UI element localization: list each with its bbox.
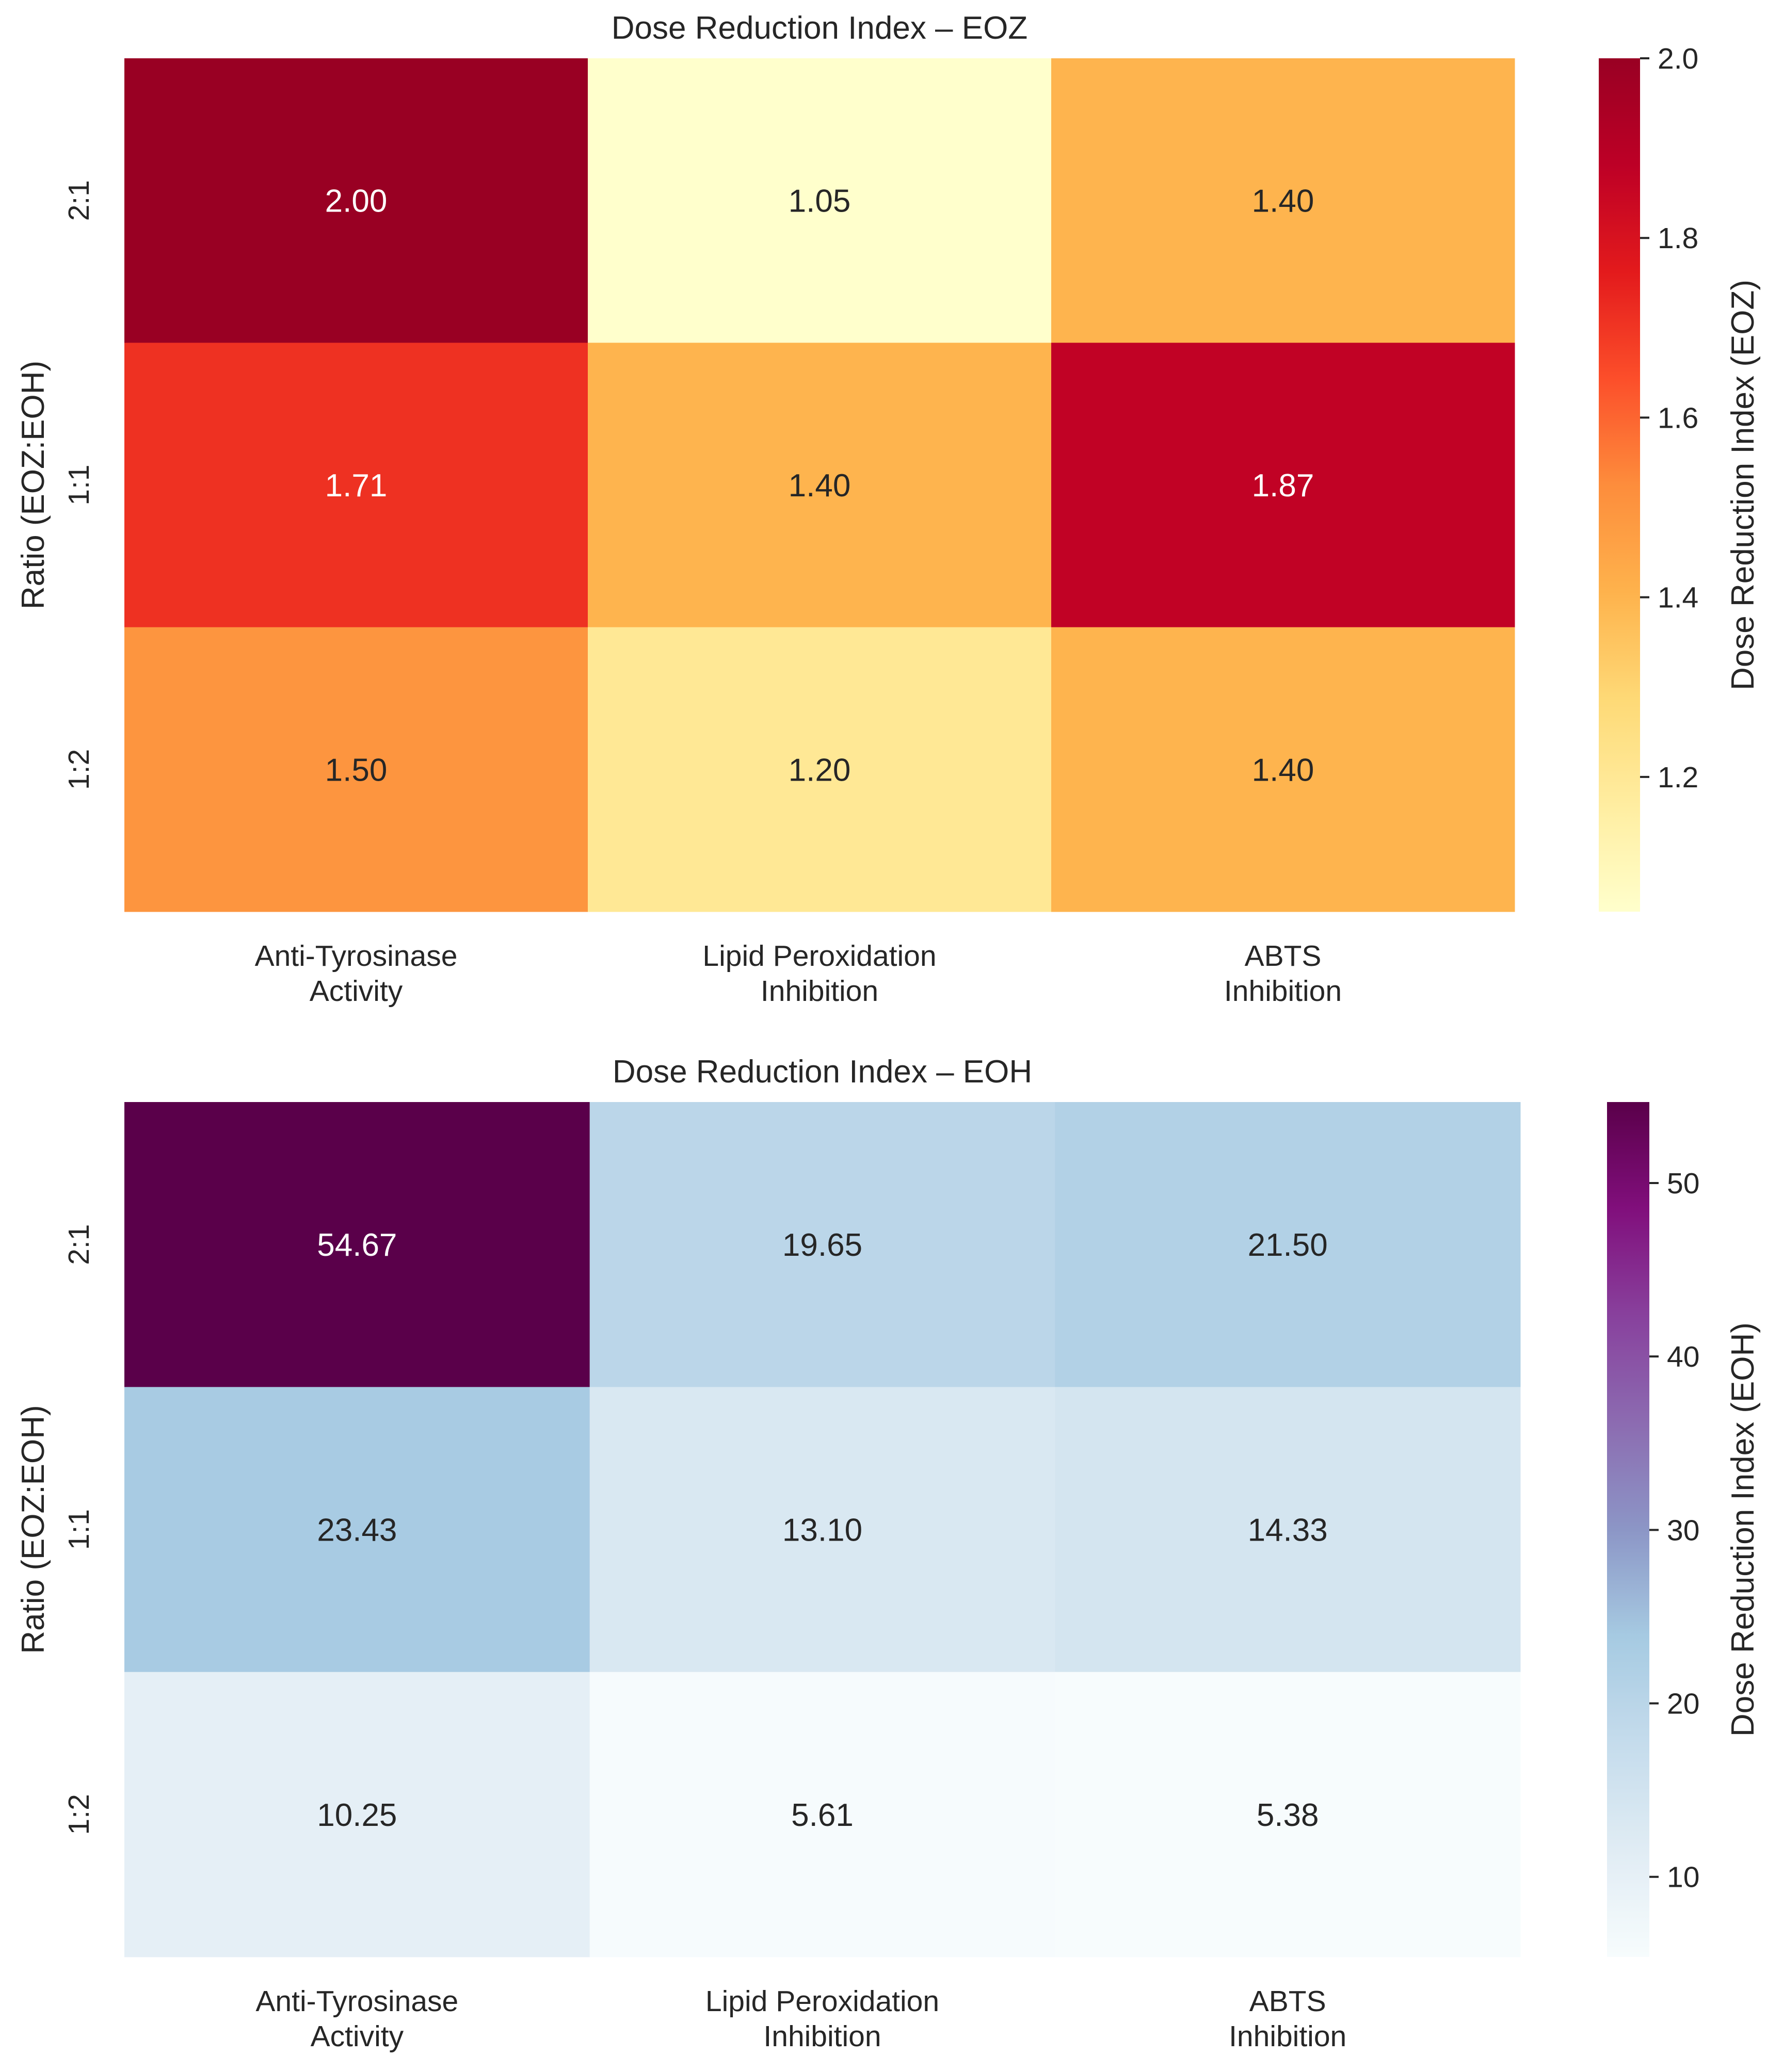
- colorbar-label: Dose Reduction Index (EOH): [1725, 1322, 1761, 1737]
- cell-value-label: 2.00: [325, 184, 388, 219]
- colorbar-label: Dose Reduction Index (EOZ): [1725, 280, 1761, 690]
- heatmap-cell: [124, 58, 588, 343]
- heatmap-cell: [588, 627, 1052, 912]
- cell-value-label: 23.43: [317, 1513, 397, 1548]
- x-tick-label: Anti-Tyrosinase Activity: [255, 1985, 458, 2053]
- heatmap-cell: [1051, 343, 1515, 628]
- colorbar-tick-label: 1.8: [1658, 222, 1698, 255]
- heatmap-1: Dose Reduction Index – EOZ 2.00 1.05 1.40 1.…: [15, 10, 1761, 1008]
- heatmap-cell: [1051, 627, 1515, 912]
- colorbar-tick-label: 40: [1667, 1340, 1699, 1373]
- y-axis-label: Ratio (EOZ:EOH): [15, 361, 51, 609]
- heatmap-cell: [124, 1672, 590, 1957]
- colorbar-tick-label: 1.4: [1658, 581, 1698, 614]
- y-tick-label: 1:2: [62, 749, 95, 790]
- colorbar: [1599, 58, 1640, 912]
- x-tick-label: Lipid Peroxidation Inhibition: [705, 1985, 939, 2053]
- heatmap-cell: [589, 1387, 1055, 1673]
- cell-value-label: 1.50: [325, 752, 388, 788]
- cell-value-label: 1.71: [325, 468, 388, 504]
- heatmap-cell: [588, 343, 1052, 628]
- heatmap-cell: [124, 1387, 590, 1673]
- cell-value-label: 1.40: [789, 468, 851, 504]
- colorbar-tick-label: 50: [1667, 1167, 1699, 1200]
- cell-value-label: 54.67: [317, 1227, 397, 1263]
- colorbar-tick-label: 1.2: [1658, 761, 1698, 794]
- heatmap-cell: [589, 1102, 1055, 1387]
- cell-value-label: 1.20: [789, 752, 851, 788]
- cell-value-label: 1.40: [1252, 752, 1314, 788]
- y-axis-label: Ratio (EOZ:EOH): [15, 1405, 51, 1654]
- cell-value-label: 10.25: [317, 1798, 397, 1833]
- colorbar: [1607, 1102, 1649, 1957]
- cell-value-label: 1.87: [1252, 468, 1314, 504]
- cell-value-label: 5.61: [791, 1798, 854, 1833]
- heatmap-cell: [124, 343, 588, 628]
- y-tick-label: 2:1: [62, 1224, 95, 1265]
- heatmap-cell: [1051, 58, 1515, 343]
- heatmap-2-title: Dose Reduction Index – EOH: [613, 1054, 1032, 1090]
- x-tick-label: Anti-Tyrosinase Activity: [255, 940, 458, 1008]
- heatmap-1-title: Dose Reduction Index – EOZ: [612, 10, 1027, 46]
- cell-value-label: 1.40: [1252, 184, 1314, 219]
- y-tick-label: 1:1: [62, 1509, 95, 1550]
- colorbar-tick-label: 20: [1667, 1688, 1699, 1721]
- heatmap-cell: [1055, 1387, 1521, 1673]
- y-tick-label: 1:2: [62, 1794, 95, 1835]
- colorbar-tick-label: 1.6: [1658, 401, 1698, 434]
- heatmap-cell: [589, 1672, 1055, 1957]
- cell-value-label: 1.05: [789, 184, 851, 219]
- heatmap-cell: [124, 627, 588, 912]
- heatmap-cell: [124, 1102, 590, 1387]
- x-tick-label: Lipid Peroxidation Inhibition: [702, 940, 936, 1008]
- y-tick-label: 1:1: [62, 464, 95, 505]
- cell-value-label: 21.50: [1248, 1227, 1328, 1263]
- colorbar-tick-label: 30: [1667, 1514, 1699, 1547]
- y-tick-label: 2:1: [62, 180, 95, 221]
- cell-value-label: 5.38: [1257, 1798, 1319, 1833]
- heatmap-cell: [1055, 1672, 1521, 1957]
- x-tick-label: ABTS Inhibition: [1229, 1985, 1346, 2053]
- colorbar-tick-label: 10: [1667, 1861, 1699, 1894]
- cell-value-label: 14.33: [1248, 1513, 1328, 1548]
- heatmap-cell: [1055, 1102, 1521, 1387]
- x-tick-label: ABTS Inhibition: [1224, 940, 1342, 1008]
- heatmap-2: Dose Reduction Index – EOH 54.67 19.65 21.5…: [15, 1054, 1761, 2053]
- colorbar-tick-label: 2.0: [1658, 42, 1698, 75]
- cell-value-label: 19.65: [782, 1227, 862, 1263]
- heatmap-cell: [588, 58, 1052, 343]
- cell-value-label: 13.10: [782, 1513, 862, 1548]
